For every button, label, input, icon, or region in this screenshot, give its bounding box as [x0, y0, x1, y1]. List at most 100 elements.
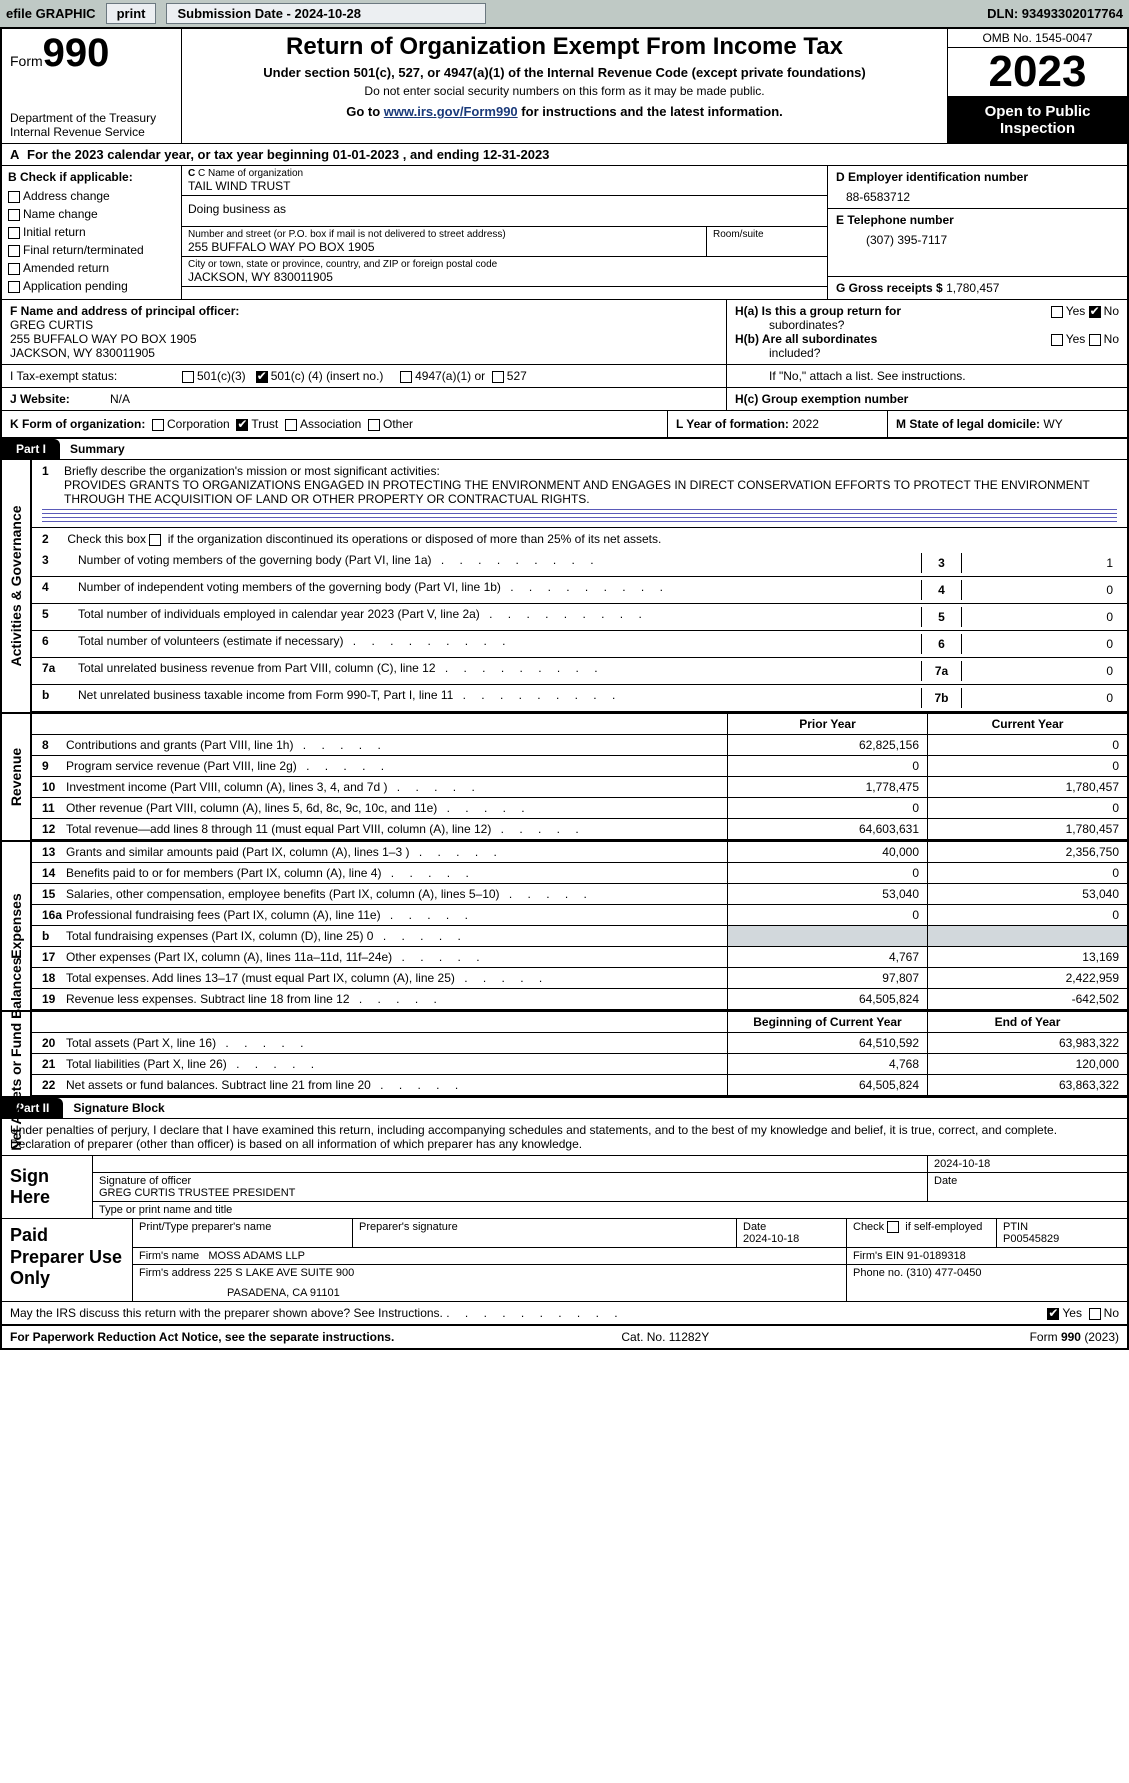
table-row: 11 Other revenue (Part VIII, column (A),…: [32, 798, 1127, 819]
box-f-label: F Name and address of principal officer:: [10, 304, 718, 318]
pp-date: 2024-10-18: [743, 1233, 840, 1245]
gross-label: G Gross receipts $: [836, 281, 943, 295]
expense-rows: 13 Grants and similar amounts paid (Part…: [32, 842, 1127, 1010]
net-assets-section: Net Assets or Fund Balances Beginning of…: [2, 1012, 1127, 1098]
tax-year: 2023: [948, 48, 1127, 96]
submission-date-button[interactable]: Submission Date - 2024-10-28: [166, 3, 486, 24]
table-row: 15 Salaries, other compensation, employe…: [32, 884, 1127, 905]
cb-application-pending[interactable]: Application pending: [8, 277, 175, 295]
footer-mid: Cat. No. 11282Y: [514, 1330, 816, 1344]
pp-date-label: Date: [743, 1221, 840, 1233]
footer-left: For Paperwork Reduction Act Notice, see …: [10, 1330, 514, 1344]
addr-row: Number and street (or P.O. box if mail i…: [182, 227, 827, 257]
table-row: 3 Number of voting members of the govern…: [32, 550, 1127, 577]
row-klm: K Form of organization: Corporation Trus…: [2, 411, 1127, 439]
perjury-text: Under penalties of perjury, I declare th…: [2, 1119, 1127, 1156]
irs-discuss-row: May the IRS discuss this return with the…: [2, 1302, 1127, 1326]
website-label: J Website:: [2, 388, 102, 410]
table-row: 22 Net assets or fund balances. Subtract…: [32, 1075, 1127, 1096]
opt-527: 527: [507, 369, 527, 383]
dept-treasury: Department of the Treasury Internal Reve…: [10, 111, 173, 139]
table-row: 6 Total number of volunteers (estimate i…: [32, 631, 1127, 658]
section-b-to-g: B Check if applicable: Address change Na…: [2, 166, 1127, 300]
firm-addr1: 225 S LAKE AVE SUITE 900: [214, 1267, 354, 1279]
ha-yesno: Yes No: [1051, 304, 1119, 332]
table-row: 13 Grants and similar amounts paid (Part…: [32, 842, 1127, 863]
box-d-e-g: D Employer identification number 88-6583…: [827, 166, 1127, 299]
box-hc: H(c) Group exemption number: [727, 388, 1127, 410]
irs-link[interactable]: www.irs.gov/Form990: [384, 104, 518, 119]
activities-governance: Activities & Governance 1Briefly describ…: [2, 460, 1127, 714]
revenue-rows: 8 Contributions and grants (Part VIII, l…: [32, 735, 1127, 840]
tel-value: (307) 395-7117: [836, 227, 1119, 247]
dba-label: Doing business as: [188, 202, 821, 216]
firm-phone: (310) 477-0450: [906, 1267, 981, 1279]
table-row: 4 Number of independent voting members o…: [32, 577, 1127, 604]
part-2-title: Signature Block: [63, 1101, 164, 1115]
table-row: 18 Total expenses. Add lines 13–17 (must…: [32, 968, 1127, 989]
k-assoc: Association: [300, 417, 361, 431]
cb-final-return[interactable]: Final return/terminated: [8, 241, 175, 259]
opt-501c3: 501(c)(3): [197, 369, 246, 383]
box-m: M State of legal domicile: WY: [887, 411, 1127, 437]
part-1-title: Summary: [60, 442, 125, 456]
addr-label: Number and street (or P.O. box if mail i…: [188, 229, 700, 240]
pp-sig-label: Preparer's signature: [353, 1219, 737, 1247]
cb-name-change[interactable]: Name change: [8, 205, 175, 223]
gross-value: 1,780,457: [946, 281, 999, 295]
box-k-label: K Form of organization:: [10, 417, 145, 431]
box-b-title: B Check if applicable:: [8, 170, 175, 184]
box-f: F Name and address of principal officer:…: [2, 300, 727, 364]
dots: . . . . . . . . . .: [446, 1306, 623, 1320]
k-other: Other: [383, 417, 413, 431]
print-button[interactable]: print: [106, 3, 157, 24]
form-990-page: Form 990 Department of the Treasury Inter…: [0, 27, 1129, 1350]
form-number-big: 990: [43, 31, 110, 75]
pp-ptin-label: PTIN: [1003, 1221, 1121, 1233]
box-h: H(a) Is this a group return for subordin…: [727, 300, 1127, 364]
hdr-end-year: End of Year: [927, 1012, 1127, 1032]
opt-501c-num: 4: [312, 369, 319, 383]
paid-preparer-block: Paid Preparer Use Only Print/Type prepar…: [2, 1219, 1127, 1302]
net-rows: 20 Total assets (Part X, line 16) . . . …: [32, 1033, 1127, 1096]
row-j: J Website: N/A H(c) Group exemption numb…: [2, 388, 1127, 411]
addr-value: 255 BUFFALO WAY PO BOX 1905: [188, 240, 700, 254]
officer-addr2: JACKSON, WY 830011905: [10, 346, 718, 360]
no-label: No: [1104, 1306, 1119, 1320]
date-label: Date: [927, 1173, 1127, 1201]
city-label: City or town, state or province, country…: [188, 259, 821, 270]
row-f-h: F Name and address of principal officer:…: [2, 300, 1127, 365]
box-l-label: L Year of formation:: [676, 417, 789, 431]
hb-note: If "No," attach a list. See instructions…: [727, 365, 1127, 387]
org-name: TAIL WIND TRUST: [188, 179, 821, 193]
cb-initial-return[interactable]: Initial return: [8, 223, 175, 241]
org-name-label: C Name of organization: [198, 168, 303, 179]
box-b: B Check if applicable: Address change Na…: [2, 166, 182, 299]
footer-right-post: (2023): [1084, 1330, 1119, 1344]
ein-label: D Employer identification number: [836, 170, 1119, 184]
table-row: 21 Total liabilities (Part X, line 26) .…: [32, 1054, 1127, 1075]
expenses-section: Expenses 13 Grants and similar amounts p…: [2, 842, 1127, 1012]
open-inspection: Open to Public Inspection: [948, 96, 1127, 143]
city-row: City or town, state or province, country…: [182, 257, 827, 287]
footer-right-pre: Form: [1030, 1330, 1061, 1344]
opt-4947: 4947(a)(1) or: [415, 369, 485, 383]
side-label-revenue: Revenue: [2, 714, 32, 840]
firm-addr-label: Firm's address: [139, 1267, 214, 1279]
top-toolbar: efile GRAPHIC print Submission Date - 20…: [0, 0, 1129, 27]
k-corp: Corporation: [167, 417, 230, 431]
table-row: b Total fundraising expenses (Part IX, c…: [32, 926, 1127, 947]
firm-name-label: Firm's name: [139, 1250, 202, 1262]
cb-amended-return[interactable]: Amended return: [8, 259, 175, 277]
hdr-beginning-year: Beginning of Current Year: [727, 1012, 927, 1032]
line-1-label: Briefly describe the organization's miss…: [64, 464, 440, 478]
table-row: 19 Revenue less expenses. Subtract line …: [32, 989, 1127, 1010]
cb-address-change[interactable]: Address change: [8, 187, 175, 205]
website-value: N/A: [102, 388, 727, 410]
side-label-net: Net Assets or Fund Balances: [2, 1012, 32, 1096]
sig-officer-label: Signature of officer: [99, 1175, 921, 1187]
form-title: Return of Organization Exempt From Incom…: [190, 33, 939, 61]
ein-value: 88-6583712: [836, 184, 1119, 204]
irs-discuss-text: May the IRS discuss this return with the…: [10, 1306, 443, 1320]
note2-prefix: Go to: [346, 104, 384, 119]
